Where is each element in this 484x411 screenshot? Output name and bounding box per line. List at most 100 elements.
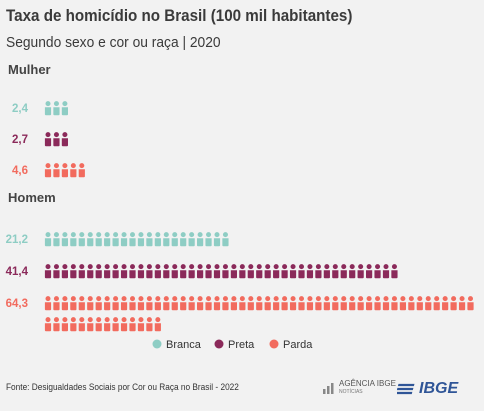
person-icon xyxy=(450,296,457,311)
person-icon xyxy=(104,296,111,311)
person-icon xyxy=(70,264,77,279)
person-icon xyxy=(70,296,77,311)
person-icon xyxy=(349,264,356,279)
person-icon xyxy=(53,232,60,247)
person-icon xyxy=(70,232,77,247)
person-icon xyxy=(95,264,102,279)
person-icon xyxy=(44,163,52,178)
legend-item-preta: Preta xyxy=(214,339,255,351)
person-icon xyxy=(129,317,136,332)
person-icon xyxy=(163,264,170,279)
person-icon xyxy=(61,163,68,178)
legend-swatch xyxy=(152,339,162,349)
agencia-name: AGÊNCIA IBGE xyxy=(339,379,396,388)
agencia-logo-text: AGÊNCIA IBGE NOTÍCIAS xyxy=(339,380,396,396)
person-icon xyxy=(442,296,449,311)
person-icon xyxy=(78,296,85,311)
person-icon xyxy=(154,317,161,332)
person-icon xyxy=(399,296,406,311)
person-icon xyxy=(120,264,128,279)
person-icon xyxy=(340,264,347,279)
person-icon xyxy=(391,296,398,311)
person-icon xyxy=(53,296,60,311)
person-icon xyxy=(425,296,432,311)
pictogram-chart: Mulher 2,4 2,7 4,6 Homem 21,2 41,4 64,3 Branca Pr… xyxy=(6,62,474,351)
person-icon xyxy=(70,163,77,178)
person-icon xyxy=(44,317,52,332)
icon-row-mulher-branca xyxy=(44,101,68,116)
person-icon xyxy=(112,296,119,311)
person-icon xyxy=(433,296,440,311)
legend-label: Branca xyxy=(166,339,202,351)
person-icon xyxy=(137,317,145,332)
person-icon xyxy=(222,264,229,279)
person-icon xyxy=(70,317,77,332)
person-icon xyxy=(332,296,339,311)
person-icon xyxy=(180,296,187,311)
person-icon xyxy=(104,317,111,332)
legend-label: Preta xyxy=(228,339,255,351)
person-icon xyxy=(315,296,322,311)
person-icon xyxy=(256,264,263,279)
person-icon xyxy=(416,296,423,311)
person-icon xyxy=(458,296,466,311)
person-icon xyxy=(87,296,94,311)
person-icon xyxy=(61,232,68,247)
icon-row-homem-parda xyxy=(44,296,474,332)
group-label-homem: Homem xyxy=(8,190,56,205)
person-icon xyxy=(137,296,145,311)
person-icon xyxy=(53,101,60,116)
person-icon xyxy=(112,232,119,247)
person-icon xyxy=(61,101,68,116)
person-icon xyxy=(315,264,322,279)
person-icon xyxy=(374,296,381,311)
person-icon xyxy=(205,296,212,311)
person-icon xyxy=(95,317,102,332)
person-icon xyxy=(120,296,128,311)
person-icon xyxy=(53,264,60,279)
person-icon xyxy=(104,232,111,247)
person-icon xyxy=(205,232,212,247)
person-icon xyxy=(366,296,373,311)
person-icon xyxy=(120,232,128,247)
legend-item-parda: Parda xyxy=(269,339,313,351)
person-icon xyxy=(129,296,136,311)
person-icon xyxy=(298,296,305,311)
person-icon xyxy=(264,264,271,279)
value-label: 4,6 xyxy=(12,165,28,177)
person-icon xyxy=(61,132,68,147)
value-label: 21,2 xyxy=(6,234,28,246)
person-icon xyxy=(61,264,68,279)
person-icon xyxy=(120,317,128,332)
person-icon xyxy=(281,264,288,279)
person-icon xyxy=(366,264,373,279)
person-icon xyxy=(154,232,161,247)
person-icon xyxy=(61,317,68,332)
person-icon xyxy=(87,232,94,247)
person-icon xyxy=(239,264,246,279)
person-icon xyxy=(256,296,263,311)
legend-swatch xyxy=(269,339,279,349)
person-icon xyxy=(230,296,237,311)
group-label-mulher: Mulher xyxy=(8,62,51,77)
person-icon xyxy=(44,264,52,279)
person-icon xyxy=(44,232,52,247)
source-note: Fonte: Desigualdades Sociais por Cor ou … xyxy=(6,382,239,392)
person-icon xyxy=(213,232,221,247)
person-icon xyxy=(78,163,85,178)
agencia-ibge-logo: AGÊNCIA IBGE NOTÍCIAS xyxy=(322,380,396,396)
person-icon xyxy=(171,296,178,311)
legend-label: Parda xyxy=(283,339,313,351)
person-icon xyxy=(273,264,280,279)
person-icon xyxy=(340,296,347,311)
value-label: 2,7 xyxy=(12,134,28,146)
person-icon xyxy=(146,232,153,247)
person-icon xyxy=(391,264,398,279)
legend-swatch xyxy=(214,339,224,349)
person-icon xyxy=(306,264,314,279)
person-icon xyxy=(298,264,305,279)
chart-title: Taxa de homicídio no Brasil (100 mil hab… xyxy=(6,7,353,25)
person-icon xyxy=(137,264,145,279)
person-icon xyxy=(408,296,415,311)
icon-row-homem-branca xyxy=(44,232,229,247)
